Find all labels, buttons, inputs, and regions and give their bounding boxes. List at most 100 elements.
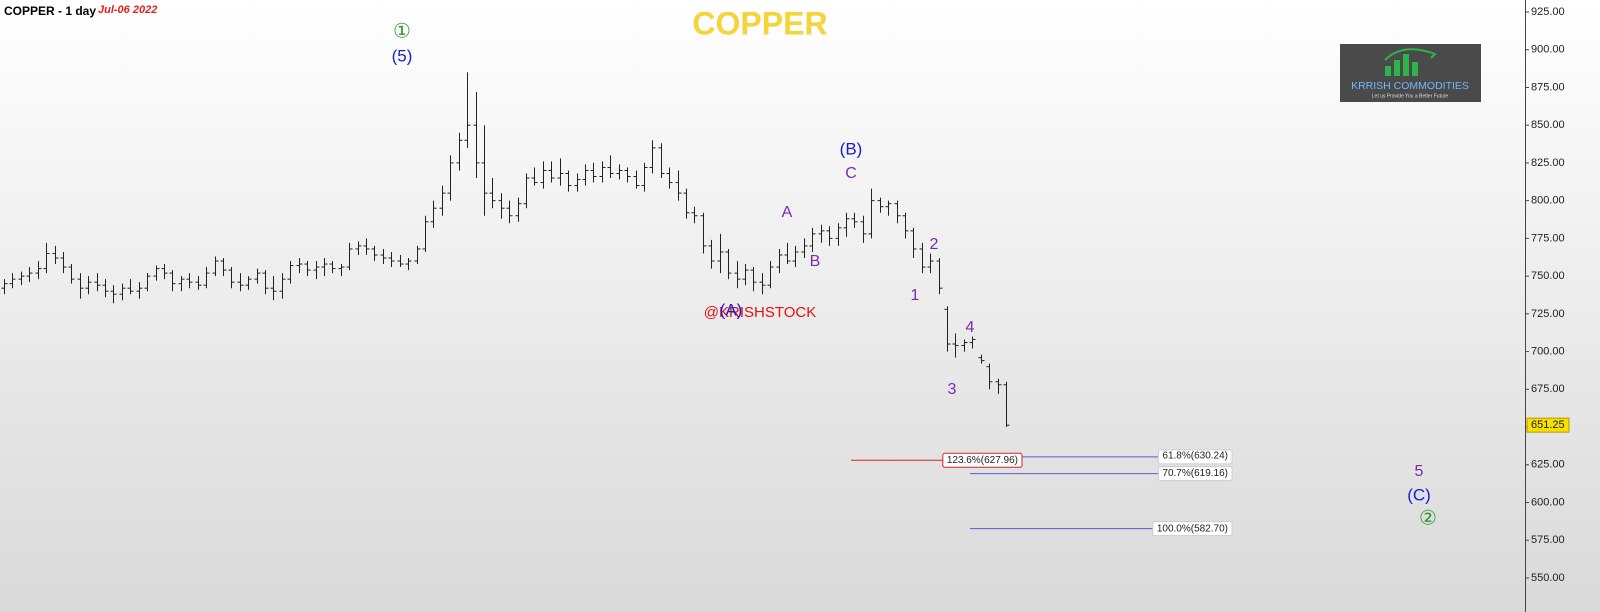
wave-label: ① xyxy=(393,20,411,42)
watermark: @KRISHSTOCK xyxy=(704,304,816,321)
ohlc-bar xyxy=(136,282,143,299)
fib-label: 100.0%(582.70) xyxy=(1157,523,1228,534)
ohlc-bar xyxy=(489,178,496,209)
ohlc-bar xyxy=(919,242,926,274)
ohlc-bar xyxy=(969,336,976,349)
ohlc-bar xyxy=(127,279,134,295)
ohlc-bar xyxy=(868,188,875,239)
ohlc-bar xyxy=(759,273,766,295)
ohlc-bar xyxy=(607,155,614,179)
ohlc-bar xyxy=(801,238,808,259)
ohlc-bar xyxy=(380,248,387,265)
ohlc-bar xyxy=(818,224,825,243)
ohlc-bar xyxy=(186,273,193,289)
ohlc-bar xyxy=(321,258,328,277)
wave-label: ② xyxy=(1419,507,1437,529)
ohlc-bar xyxy=(338,264,345,277)
logo-name: KRRISH COMMODITIES xyxy=(1351,80,1469,92)
ohlc-bar xyxy=(397,254,404,268)
ohlc-bar xyxy=(734,261,741,289)
ohlc-bar xyxy=(1,279,8,295)
ohlc-bar xyxy=(717,233,724,274)
ohlc-bar xyxy=(776,248,783,274)
ohlc-bar xyxy=(675,170,682,201)
ohlc-bar xyxy=(574,173,581,192)
fib-label-box xyxy=(1152,521,1233,537)
ohlc-bar xyxy=(767,261,774,289)
y-tick-label: 900.00 xyxy=(1531,44,1565,56)
ohlc-bar xyxy=(329,261,336,274)
ohlc-bar xyxy=(961,339,968,352)
ohlc-bar xyxy=(245,276,252,290)
y-tick-label: 725.00 xyxy=(1531,308,1565,320)
wave-label: 5 xyxy=(1415,463,1424,480)
ohlc-bar xyxy=(414,245,421,265)
y-tick-label: 575.00 xyxy=(1531,534,1565,546)
ohlc-bar xyxy=(430,200,437,228)
ohlc-bar xyxy=(228,267,235,289)
ohlc-bar xyxy=(220,258,227,277)
ohlc-bar xyxy=(60,251,67,274)
ohlc-bar xyxy=(952,333,959,358)
ohlc-bar xyxy=(178,276,185,292)
ohlc-bar xyxy=(523,173,530,209)
ohlc-bar xyxy=(986,363,993,390)
ohlc-bar xyxy=(85,276,92,295)
price-tag xyxy=(1526,417,1570,433)
y-tick-label: 875.00 xyxy=(1531,81,1565,93)
y-tick-label: 800.00 xyxy=(1531,195,1565,207)
fib-label-box xyxy=(1157,449,1233,465)
ohlc-bar xyxy=(287,261,294,284)
ohlc-bar xyxy=(481,125,488,216)
fib-label: 70.7%(619.16) xyxy=(1162,468,1228,479)
logo-arrow xyxy=(1384,48,1437,61)
logo-icon xyxy=(1385,54,1418,76)
wave-label: 3 xyxy=(948,381,957,398)
ohlc-bar xyxy=(843,212,850,237)
ohlc-bar xyxy=(464,72,471,148)
ohlc-bar xyxy=(784,242,791,265)
ohlc-bar xyxy=(153,265,160,281)
ohlc-bar xyxy=(666,167,673,189)
y-tick-label: 675.00 xyxy=(1531,383,1565,395)
ohlc-bar xyxy=(68,264,75,284)
ohlc-bar xyxy=(826,226,833,246)
ohlc-bar xyxy=(102,279,109,298)
ohlc-bar xyxy=(18,271,25,286)
ohlc-bar xyxy=(616,164,623,180)
logo: KRRISH COMMODITIES Let us Provide You a … xyxy=(1340,44,1481,102)
ohlc-bar xyxy=(388,251,395,268)
header: COPPER - 1 day xyxy=(4,4,96,18)
ohlc-bar xyxy=(169,270,176,292)
ohlc-bar xyxy=(363,238,370,255)
wave-label: 1 xyxy=(911,287,920,304)
ohlc-bar xyxy=(52,245,59,265)
ohlc-bar xyxy=(565,170,572,192)
ohlc-bar xyxy=(43,242,50,274)
y-tick-label: 850.00 xyxy=(1531,119,1565,131)
wave-label: C xyxy=(845,165,857,182)
ohlc-bar xyxy=(119,283,126,301)
wave-label: (C) xyxy=(1407,485,1431,504)
ohlc-bar xyxy=(792,245,799,268)
ohlc-bar xyxy=(439,185,446,216)
ohlc-bar xyxy=(658,143,665,179)
fib-label-box xyxy=(1157,466,1233,482)
ohlc-bar xyxy=(700,212,707,254)
ohlc-bar xyxy=(110,285,117,304)
wave-label: (B) xyxy=(840,139,863,158)
ohlc-bar xyxy=(456,132,463,171)
ohlc-bar xyxy=(405,258,412,271)
ohlc-bar xyxy=(422,215,429,252)
ohlc-bar xyxy=(902,212,909,239)
ohlc-bar xyxy=(641,162,648,192)
ohlc-bar xyxy=(750,267,757,292)
ohlc-bar xyxy=(708,239,715,269)
ohlc-bar xyxy=(94,273,101,292)
wave-label: 4 xyxy=(966,319,975,336)
ohlc-bar xyxy=(548,161,555,183)
ohlc-bar xyxy=(978,354,985,364)
ohlc-bar xyxy=(296,258,303,274)
ohlc-bar xyxy=(279,273,286,299)
ohlc-bar xyxy=(506,200,513,224)
